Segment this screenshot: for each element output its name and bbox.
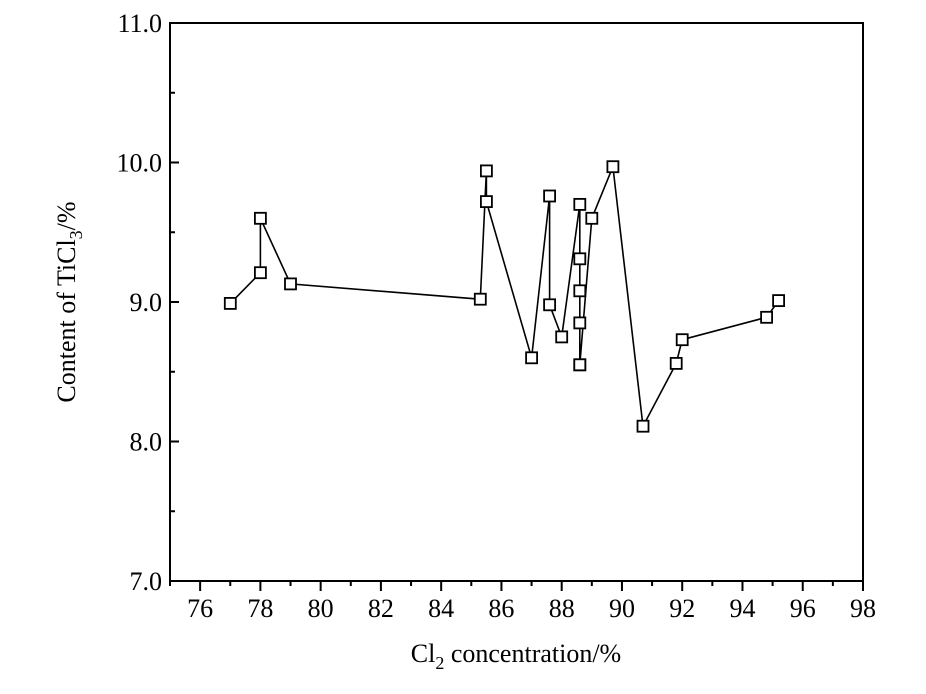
y-tick-label: 9.0 [130, 288, 163, 317]
x-tick-label: 98 [850, 594, 876, 623]
y-tick-label: 8.0 [130, 428, 163, 457]
data-point [636, 419, 650, 433]
x-tick-label: 86 [488, 594, 514, 623]
data-point [223, 296, 237, 310]
data-point [253, 266, 267, 280]
x-axis-label: Cl2 concentration/% [411, 639, 621, 673]
axis-tick-labels: 76 78 80 82 84 86 88 90 92 94 96 98 7.0 8.0 9.0 10.0 11.… [117, 9, 877, 623]
y-tick-label: 7.0 [130, 567, 163, 596]
data-point [543, 189, 556, 203]
data-point [606, 160, 620, 174]
y-tick-label: 11.0 [117, 9, 162, 38]
plot-frame [169, 22, 864, 582]
data-point [585, 211, 599, 225]
axis-ticks [169, 22, 864, 591]
data-point [760, 310, 773, 324]
x-tick-label: 92 [669, 594, 695, 623]
data-point [555, 330, 569, 344]
x-tick-label: 78 [247, 594, 273, 623]
data-point [479, 195, 493, 209]
x-tick-label: 90 [609, 594, 635, 623]
data-point [772, 294, 785, 308]
data-point [573, 252, 587, 266]
data-point [479, 164, 493, 178]
data-markers [223, 160, 785, 433]
x-tick-label: 94 [729, 594, 755, 623]
x-tick-label: 82 [368, 594, 394, 623]
x-tick-label: 80 [308, 594, 334, 623]
x-tick-label: 96 [790, 594, 816, 623]
data-point [573, 316, 587, 330]
data-point [473, 292, 487, 306]
y-axis-label: Content of TiCl3/% [52, 201, 86, 402]
data-point [253, 211, 267, 225]
data-point [675, 333, 689, 347]
series-line [229, 166, 780, 429]
data-point [669, 356, 683, 370]
data-point [573, 284, 587, 298]
data-point [573, 358, 587, 372]
x-tick-label: 88 [549, 594, 575, 623]
x-tick-label: 76 [187, 594, 213, 623]
data-point [525, 351, 538, 365]
data-point [573, 197, 587, 211]
data-point [543, 298, 556, 312]
data-point [284, 277, 297, 291]
x-tick-label: 84 [428, 594, 454, 623]
y-tick-label: 10.0 [117, 149, 163, 178]
